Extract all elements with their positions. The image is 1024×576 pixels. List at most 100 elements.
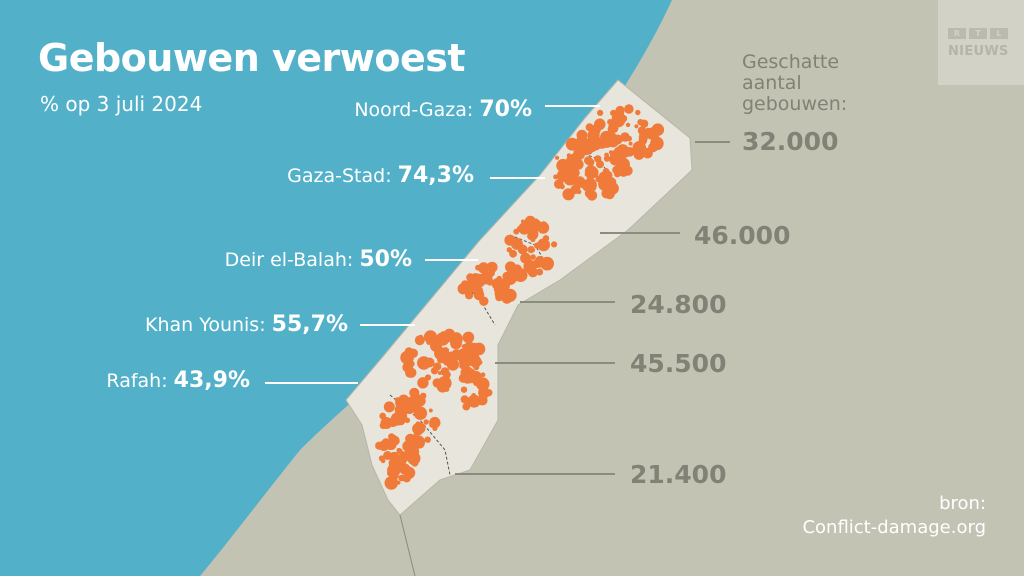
- damage-spot: [609, 149, 623, 163]
- damage-spot: [615, 105, 625, 115]
- damage-spot: [541, 246, 546, 251]
- damage-spot: [457, 283, 469, 295]
- damage-spot: [460, 386, 468, 393]
- damage-spot: [429, 422, 435, 428]
- damage-spot: [530, 236, 536, 243]
- damage-spot: [586, 190, 598, 201]
- damage-spot: [480, 372, 486, 378]
- estimate-header: Geschatte aantal gebouwen:: [742, 51, 848, 115]
- damage-spot: [640, 119, 649, 128]
- damage-spot: [475, 273, 485, 283]
- damage-spot: [576, 189, 582, 195]
- region-percent: 43,9%: [173, 368, 250, 393]
- count-khan-younis: 45.500: [630, 349, 727, 378]
- damage-spot: [449, 332, 463, 346]
- damage-spot: [520, 252, 531, 264]
- damage-spot: [428, 408, 433, 413]
- source-label: bron:: [939, 493, 986, 514]
- damage-spot: [460, 395, 469, 404]
- region-name: Gaza-Stad:: [287, 165, 392, 187]
- damage-spot: [555, 155, 560, 160]
- damage-spot: [383, 401, 395, 413]
- logo-letter-r: R: [948, 28, 966, 39]
- damage-spot: [601, 137, 613, 148]
- damage-spot: [595, 175, 603, 183]
- damage-spot: [594, 118, 606, 131]
- damage-spot: [469, 355, 475, 360]
- damage-spot: [532, 259, 542, 269]
- damage-spot: [424, 357, 435, 368]
- logo-letter-l: L: [990, 28, 1008, 39]
- leader-lines: [265, 105, 730, 475]
- damage-spot: [513, 228, 520, 235]
- damage-spot: [638, 136, 648, 145]
- damage-spot: [387, 469, 394, 477]
- damage-spot: [527, 246, 535, 254]
- damage-spot: [430, 339, 442, 352]
- rtl-letters: R T L: [948, 28, 1008, 39]
- sea: [0, 0, 672, 576]
- region-name: Noord-Gaza:: [354, 99, 474, 121]
- damage-spot: [423, 419, 429, 425]
- damage-spot: [637, 143, 646, 152]
- damage-spot: [520, 219, 525, 224]
- region-name: Rafah:: [106, 370, 168, 392]
- damage-spot: [536, 268, 544, 276]
- damage-spot: [560, 165, 570, 176]
- damage-spot: [384, 476, 399, 490]
- damage-spot: [457, 348, 470, 361]
- region-percent: 50%: [359, 247, 412, 272]
- damage-spot: [503, 271, 517, 286]
- damage-spot: [443, 386, 450, 392]
- damage-spot: [592, 142, 599, 149]
- page-title: Gebouwen verwoest: [38, 36, 466, 80]
- region-percent: 55,7%: [271, 312, 348, 337]
- damage-spot: [396, 416, 406, 426]
- damage-spot: [506, 247, 512, 253]
- damage-spot: [603, 155, 611, 162]
- damage-spot: [396, 448, 403, 455]
- damage-spot: [417, 377, 429, 389]
- damage-spot: [446, 353, 452, 358]
- damage-spot: [472, 378, 481, 387]
- damage-spot: [622, 165, 633, 176]
- damage-spot: [524, 215, 536, 227]
- damage-spot: [562, 188, 575, 201]
- label-gaza-stad: Gaza-Stad: 74,3%: [287, 163, 474, 188]
- damage-spot: [520, 226, 525, 231]
- damage-spot: [530, 254, 536, 260]
- count-noord-gaza: 32.000: [742, 127, 839, 156]
- region-percent: 74,3%: [397, 163, 474, 188]
- damage-spot: [650, 144, 657, 152]
- border-line: [399, 514, 416, 576]
- damage-spot: [649, 130, 656, 137]
- damage-spot: [608, 150, 613, 155]
- damage-spot: [595, 130, 601, 135]
- damage-spot: [586, 158, 595, 167]
- damage-spot: [586, 137, 596, 146]
- damage-spot: [433, 362, 442, 371]
- damage-spot: [437, 371, 442, 375]
- damage-spot: [573, 148, 585, 160]
- damage-spot: [405, 433, 416, 445]
- damage-spot: [559, 184, 565, 190]
- damage-spot: [596, 160, 604, 169]
- damage-spot: [462, 331, 475, 344]
- damage-spot: [609, 178, 617, 185]
- damage-spot: [602, 168, 610, 175]
- damage-spot: [413, 406, 428, 420]
- damage-spot: [404, 347, 414, 356]
- damage-spot: [479, 296, 489, 306]
- damage-spot: [393, 451, 399, 457]
- damage-spot: [583, 178, 597, 192]
- damage-spot: [566, 155, 577, 166]
- damage-spot: [412, 422, 424, 435]
- damage-spot: [463, 370, 476, 384]
- rtl-nieuws-logo: R T L NIEUWS: [938, 0, 1024, 85]
- damage-spot: [403, 356, 408, 361]
- damage-spot: [509, 249, 517, 258]
- damage-spot: [388, 457, 401, 470]
- damage-spot: [553, 174, 559, 180]
- damage-spot: [486, 261, 498, 273]
